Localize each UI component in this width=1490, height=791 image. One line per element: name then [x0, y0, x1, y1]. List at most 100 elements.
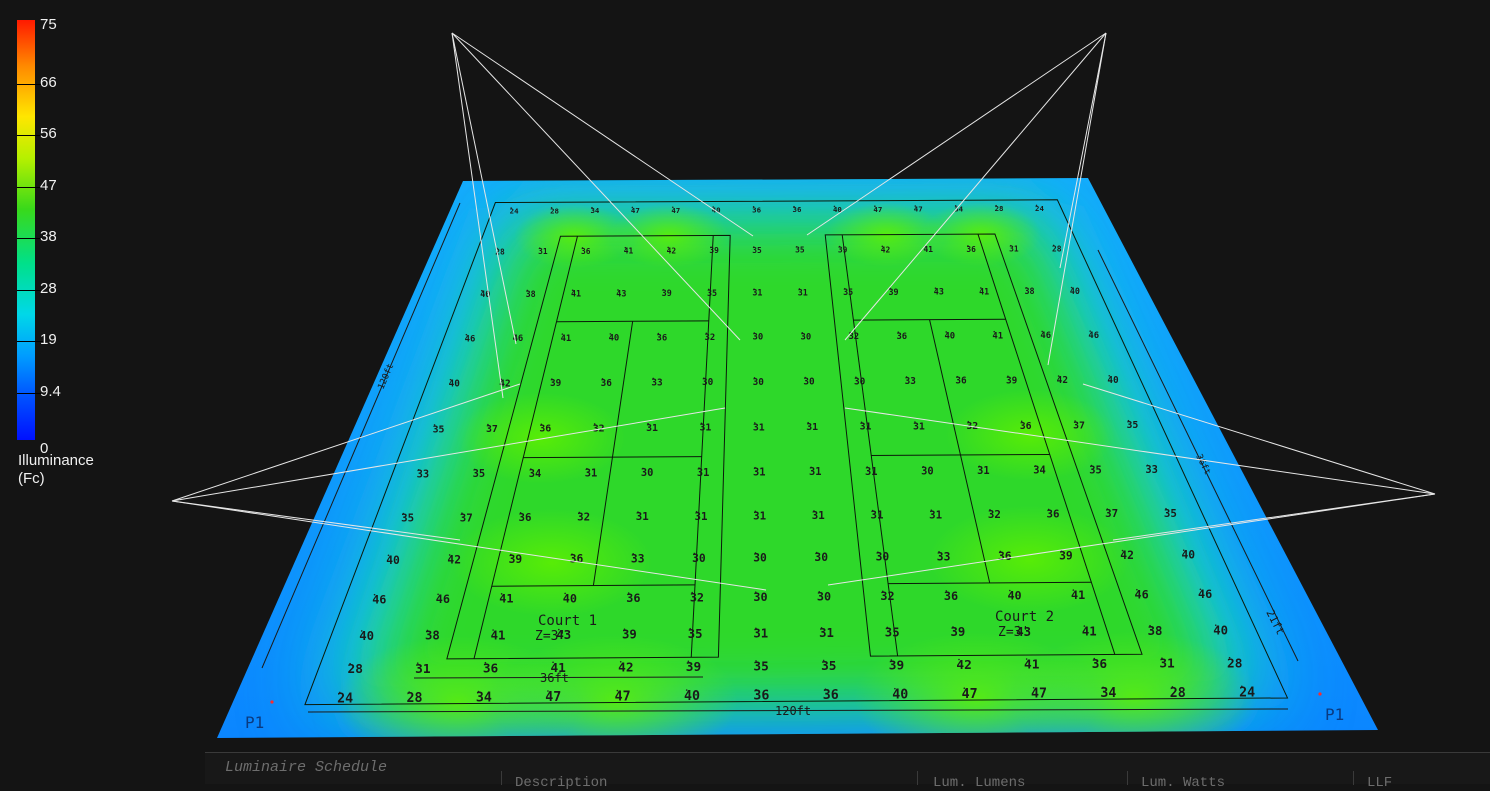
grid-point: [484, 661, 487, 664]
grid-point: [1017, 625, 1020, 628]
grid-point: [993, 330, 996, 333]
grid-point: [807, 421, 809, 424]
illuminance-value: 31: [798, 287, 808, 297]
grid-point: [871, 509, 874, 512]
plan-labels: Court 1Z=3'Court 2Z=3'120ft36ft120ft36ft…: [245, 202, 1344, 732]
aim-line: [844, 407, 1436, 495]
illuminance-value: 31: [753, 422, 765, 433]
center-line: [592, 321, 634, 586]
illuminance-value: 35: [688, 627, 703, 641]
grid-point: [437, 593, 439, 596]
illuminance-value: 42: [667, 246, 677, 255]
legend-tick: [17, 341, 43, 342]
grid-point: [417, 468, 420, 471]
illuminance-value: 32: [577, 511, 590, 524]
grid-point: [1047, 508, 1050, 511]
grid-point: [558, 628, 560, 631]
illuminance-value: 39: [1059, 550, 1073, 563]
illuminance-value: 28: [348, 662, 363, 677]
illuminance-value: 37: [1105, 507, 1118, 520]
court-1-elevation: Z=3': [535, 629, 566, 644]
illuminance-value: 31: [929, 508, 942, 521]
illuminance-value: 31: [752, 288, 762, 298]
illuminance-plan-view[interactable]: 24 28 34 47 47 40 36 36 40 47 47 34 28 24 28 31 36 41 42 39…: [0, 0, 1490, 752]
grid-point: [632, 552, 634, 555]
illuminance-value: 47: [545, 690, 561, 705]
grid-point: [360, 630, 363, 632]
court-2-elevation: Z=3': [998, 625, 1029, 640]
grid-point: [481, 289, 483, 292]
grid-point: [691, 591, 693, 594]
grid-point: [402, 512, 405, 515]
grid-point: [824, 688, 827, 690]
illuminance-value: 38: [1148, 624, 1163, 638]
illuminance-value: 39: [550, 378, 562, 389]
grid-point: [616, 689, 619, 692]
grid-point: [593, 423, 596, 425]
schedule-divider: [1353, 771, 1354, 785]
illuminance-value: 30: [800, 332, 811, 342]
illuminance-value: 34: [590, 206, 599, 215]
grid-point: [755, 688, 757, 691]
illuminance-value: 47: [1031, 687, 1047, 702]
grid-point: [672, 206, 674, 209]
grid-point: [551, 378, 553, 380]
illuminance-value: 33: [631, 552, 645, 565]
grid-point: [753, 377, 756, 379]
illuminance-value: 41: [1024, 658, 1040, 673]
illuminance-value: 42: [447, 553, 461, 566]
grid-point: [890, 659, 893, 661]
grid-point: [1072, 589, 1075, 591]
grid-point: [1171, 685, 1174, 688]
grid-point: [1102, 686, 1104, 689]
illuminance-value: 46: [465, 334, 476, 344]
grid-point: [1052, 244, 1055, 247]
grid-point: [1041, 330, 1044, 333]
grid-point: [698, 467, 700, 469]
grid-point: [956, 375, 959, 378]
illuminance-value: 31: [753, 509, 766, 522]
grid-point: [449, 378, 452, 381]
illuminance-value: 41: [571, 289, 581, 299]
grid-point: [349, 662, 351, 665]
dim-court-width: 36ft: [540, 671, 569, 685]
grid-point: [820, 627, 823, 629]
illuminance-value: 42: [1120, 549, 1134, 562]
illuminance-value: 31: [860, 422, 872, 433]
illuminance-value: 41: [979, 286, 989, 296]
grid-point: [752, 206, 755, 208]
illuminance-value: 46: [372, 593, 386, 607]
hot-spot: [335, 635, 581, 738]
grid-point: [338, 691, 341, 694]
court-2-label: Court 2: [995, 609, 1054, 625]
grid-point: [753, 246, 755, 248]
grid-point: [448, 554, 451, 556]
illuminance-value: 36: [483, 661, 499, 676]
legend-title-line1: Illuminance: [18, 452, 94, 469]
illuminance-grid: 24 28 34 47 47 40 36 36 40 47 47 34 28 24 28 31 36 41 42 39…: [337, 204, 1255, 706]
grid-point: [958, 658, 960, 661]
illuminance-value: 40: [892, 688, 908, 703]
service-line: [491, 584, 696, 587]
grid-point: [667, 246, 669, 249]
grid-point: [1007, 375, 1009, 378]
grid-point: [755, 660, 757, 662]
grid-point: [798, 288, 801, 290]
illuminance-value: 34: [1033, 465, 1046, 477]
illuminance-value: 35: [795, 246, 805, 255]
grid-point: [1032, 686, 1035, 689]
grid-point: [477, 690, 480, 693]
illuminance-value: 36: [793, 205, 802, 214]
illuminance-value: 46: [436, 592, 450, 606]
grid-point: [810, 466, 812, 469]
illuminance-value: 31: [694, 510, 707, 523]
illuminance-value: 28: [495, 247, 505, 256]
illuminance-value: 31: [753, 627, 768, 641]
grid-point: [1199, 588, 1202, 591]
grid-point: [1060, 550, 1063, 552]
illuminance-value: 35: [707, 288, 717, 298]
illuminance-value: 41: [561, 334, 572, 344]
grid-point: [801, 331, 804, 334]
grid-point: [1228, 656, 1231, 659]
illuminance-value: 33: [937, 550, 951, 563]
